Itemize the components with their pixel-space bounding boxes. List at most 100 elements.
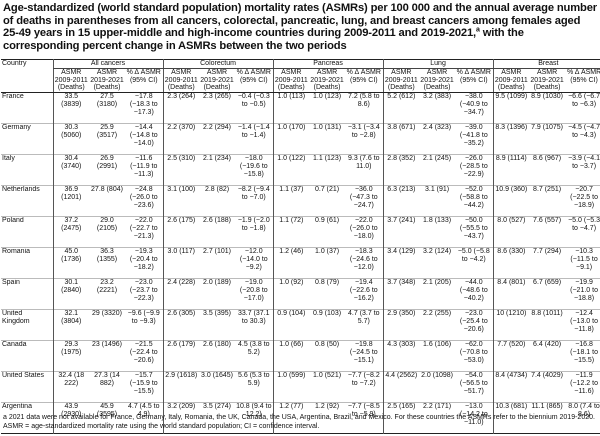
value-cell: 29 (3320) xyxy=(92,309,122,317)
group-header-all-cancers: All cancers xyxy=(52,59,164,69)
value-cell: 30.1 (2840) xyxy=(52,278,89,309)
value-cell: 8.6 (330) xyxy=(492,247,530,278)
value-cell: 45.9 (3595) xyxy=(96,402,118,418)
value-cell: −19.0 (−20.8 to −17.0) xyxy=(239,278,268,302)
value-cell: 8.0 (527) xyxy=(492,216,530,247)
value-cell: 3.7 (241) xyxy=(382,216,420,247)
value-cell: 2.1 (245) xyxy=(423,154,452,162)
table-title: Age-standardized (world standard populat… xyxy=(3,2,597,52)
country-header: Country xyxy=(1,59,53,93)
value-cell: 33.5 (3839) xyxy=(52,92,89,123)
value-cell: 36.9 (1201) xyxy=(52,185,89,216)
value-cell: −62.0 (−70.8 to −53.0) xyxy=(459,340,488,364)
value-cell: 8.8 (1011) xyxy=(531,309,563,317)
value-cell: 1.1 (72) xyxy=(272,216,310,247)
value-cell: 2.5 (310) xyxy=(162,154,200,185)
value-cell: 25.9 (3517) xyxy=(96,123,118,139)
value-cell: 7.9 (1075) xyxy=(531,123,564,131)
value-cell: 5.6 (5.3 to 5.9) xyxy=(238,371,270,387)
mortality-table: Country All cancers Colorectum Pancreas … xyxy=(1,59,600,434)
value-cell: −9.6 (−9.9 to −9.3) xyxy=(127,309,160,325)
value-cell: 3.1 (91) xyxy=(424,185,450,193)
asmr-2009-2011-header: ASMR 2009-2011 (Deaths) xyxy=(52,68,89,93)
value-cell: 36.3 (1355) xyxy=(96,247,118,263)
value-cell: 8.7 (251) xyxy=(533,185,562,193)
value-cell: 2.6 (175) xyxy=(162,216,200,247)
value-cell: 3.8 (671) xyxy=(382,123,420,154)
value-cell: 30.4 (3740) xyxy=(52,154,89,185)
value-cell: −6.6 (−6.7 to −6.3) xyxy=(568,92,600,108)
value-cell: 30.3 (5060) xyxy=(52,123,89,154)
value-cell: −3.1 (−3.4 to −2.8) xyxy=(347,123,380,139)
value-cell: 2.8 (352) xyxy=(382,154,420,185)
value-cell: 3.5 (274) xyxy=(203,402,232,410)
value-cell: −7.7 (−8.2 to −7.2) xyxy=(347,371,380,387)
value-cell: −36.0 (−47.3 to −24.7) xyxy=(349,185,378,209)
value-cell: 0.8 (50) xyxy=(314,340,340,348)
title-tail: with the corresponding percent change in… xyxy=(3,27,524,52)
value-cell: −1.9 (−2.0 to −1.8) xyxy=(237,216,270,232)
value-cell: 1.0 (131) xyxy=(313,123,342,131)
value-cell: 1.0 (170) xyxy=(272,123,310,154)
value-cell: 37.2 (2475) xyxy=(52,216,89,247)
group-header-breast: Breast xyxy=(492,59,600,69)
table-row: Spain 30.1 (2840) 23.2 (2221) −23.0 (−23.7 … xyxy=(1,278,600,309)
value-cell: −10.3 (−11.5 to −9.1) xyxy=(570,247,598,271)
value-cell: 7.2 (5.8 to 8.6) xyxy=(348,92,380,108)
value-cell: 2.3 (264) xyxy=(162,92,200,123)
value-cell: 32.4 (18 222) xyxy=(52,371,89,402)
value-cell: −12.0 (−14.0 to −9.2) xyxy=(239,247,268,271)
pct-change-header: % Δ ASMR (95% CI) xyxy=(565,68,600,93)
asmr-2009-2011-header: ASMR 2009-2011 (Deaths) xyxy=(492,68,530,93)
value-cell: −13.0 (−14.2 to −11.0) xyxy=(459,402,488,426)
value-cell: −23.0 (−25.4 to −20.6) xyxy=(459,309,488,333)
value-cell: 2.2 (294) xyxy=(203,123,232,131)
value-cell: 8.9 (1114) xyxy=(492,154,530,185)
value-cell: 1.0 (122) xyxy=(272,154,310,185)
value-cell: −12.4 (−13.0 to −11.8) xyxy=(570,309,598,333)
value-cell: 2.6 (188) xyxy=(203,216,232,224)
group-header-pancreas: Pancreas xyxy=(272,59,384,69)
asmr-2019-2021-header: ASMR 2019-2021 (Deaths) xyxy=(309,68,346,93)
value-cell: −21.5 (−22.4 to −20.6) xyxy=(129,340,158,364)
value-cell: 2.4 (228) xyxy=(162,278,200,309)
value-cell: 1.1 (37) xyxy=(272,185,310,216)
value-cell: −19.3 (−20.4 to −18.2) xyxy=(129,247,158,271)
value-cell: −26.0 (−28.5 to −22.9) xyxy=(459,154,488,178)
value-cell: 3.2 (209) xyxy=(162,402,200,433)
value-cell: −54.0 (−56.5 to −51.7) xyxy=(459,371,488,395)
country-cell: Spain xyxy=(2,278,20,286)
value-cell: 7.6 (557) xyxy=(533,216,562,224)
value-cell: −11.9 (−12.2 to −11.6) xyxy=(570,371,598,395)
value-cell: 11.1 (865) xyxy=(531,402,563,410)
value-cell: −23.0 (−23.7 to −22.3) xyxy=(129,278,158,302)
value-cell: 0.9 (104) xyxy=(272,309,310,340)
value-cell: 9.5 (1099) xyxy=(492,92,530,123)
value-cell: −8.2 (−9.4 to −7.0) xyxy=(237,185,270,201)
country-cell: United States xyxy=(2,371,45,379)
value-cell: 3.2 (383) xyxy=(423,92,452,100)
value-cell: −39.0 (−41.8 to −35.2) xyxy=(459,123,488,147)
group-header-row: Country All cancers Colorectum Pancreas … xyxy=(1,59,600,93)
value-cell: 1.0 (123) xyxy=(313,92,342,100)
pct-change-header: % Δ ASMR (95% CI) xyxy=(235,68,274,93)
value-cell: 1.0 (521) xyxy=(313,371,342,379)
value-cell: −5.0 (−5.3 to −4.7) xyxy=(568,216,600,232)
value-cell: −19.9 (−21.0 to −18.8) xyxy=(570,278,598,302)
table-body: France 33.5 (3839) 27.5 (3180) −17.8 (−18.3… xyxy=(1,92,600,433)
value-cell: 10.3 (681) xyxy=(492,402,530,433)
value-cell: −38.0 (−40.9 to −34.7) xyxy=(459,92,488,116)
value-cell: 2.2 (255) xyxy=(423,309,452,317)
value-cell: 2.0 (1098) xyxy=(421,371,453,379)
country-cell: Poland xyxy=(2,216,24,224)
value-cell: −11.6 (−11.9 to −11.3) xyxy=(130,154,158,178)
value-cell: 8.9 (1030) xyxy=(531,92,564,100)
value-cell: 8.0 (7.4 to 8.6) xyxy=(568,402,600,418)
value-cell: 3.4 (129) xyxy=(382,247,420,278)
value-cell: 6.7 (659) xyxy=(533,278,562,286)
sub-header-row: ASMR 2009-2011 (Deaths) ASMR 2019-2021 (D… xyxy=(1,68,600,93)
value-cell: −3.9 (−4.1 to −3.7) xyxy=(568,154,600,170)
value-cell: 4.3 (303) xyxy=(382,340,420,371)
value-cell: 7.7 (294) xyxy=(533,247,562,255)
